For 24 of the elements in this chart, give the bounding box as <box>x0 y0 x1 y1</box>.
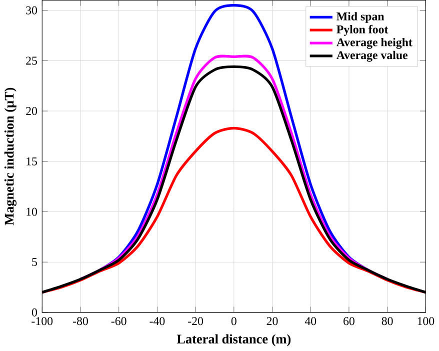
y-tick-label: 0 <box>32 308 38 317</box>
y-tick-label: 10 <box>26 208 38 216</box>
y-tick-label: 5 <box>32 258 38 266</box>
legend-label: Average height <box>336 38 412 50</box>
y-tick-label: 15 <box>26 158 38 166</box>
y-tick-label: 25 <box>26 56 38 65</box>
x-tick-label: 0 <box>231 317 236 326</box>
x-tick-label: -20 <box>188 317 204 326</box>
x-tick-label: 80 <box>382 317 393 326</box>
x-tick-label: -100 <box>32 317 53 326</box>
y-axis-title: Magnetic induction (μT) <box>4 88 16 226</box>
x-axis-title: Lateral distance (m) <box>176 334 291 346</box>
x-tick-label: -80 <box>72 317 88 326</box>
x-tick-label: 60 <box>344 317 354 326</box>
x-tick-label: -40 <box>150 317 165 326</box>
x-tick-label: -60 <box>111 317 126 326</box>
y-tick-label: 20 <box>26 107 38 116</box>
y-tick-label: 30 <box>26 6 38 15</box>
x-tick-label: 40 <box>304 317 316 326</box>
legend-label: Mid span <box>336 12 384 24</box>
x-tick-label: 100 <box>418 317 434 326</box>
legend-label: Pylon foot <box>336 25 388 36</box>
x-tick-label: 20 <box>266 317 278 326</box>
legend-label: Average value <box>336 51 408 62</box>
